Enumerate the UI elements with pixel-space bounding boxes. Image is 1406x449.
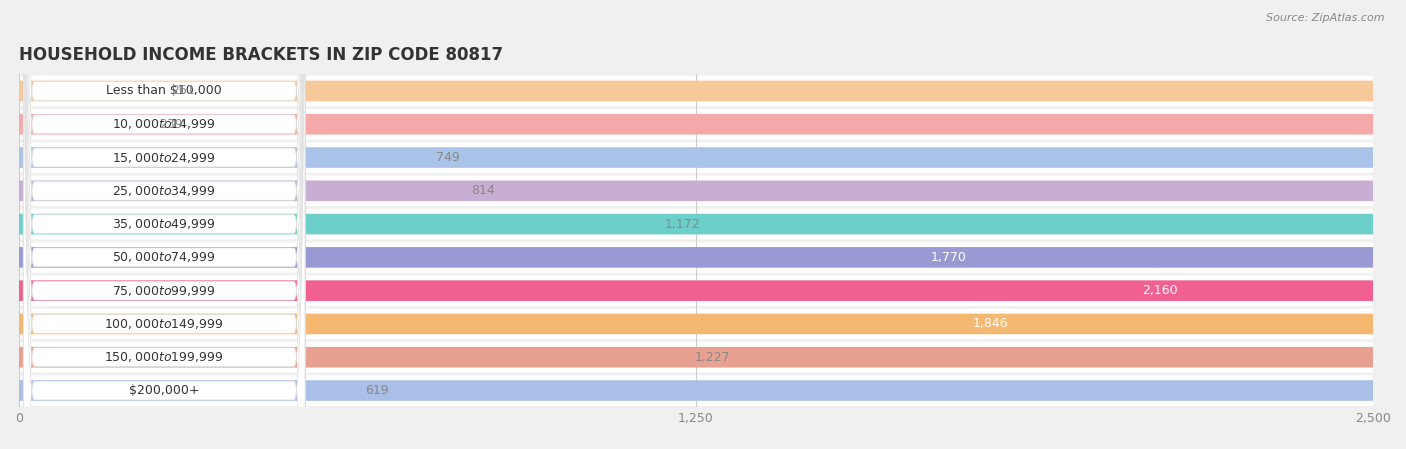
FancyBboxPatch shape bbox=[20, 247, 1374, 268]
FancyBboxPatch shape bbox=[24, 0, 305, 449]
FancyBboxPatch shape bbox=[20, 342, 1374, 373]
FancyBboxPatch shape bbox=[24, 0, 305, 449]
Text: 2,160: 2,160 bbox=[1143, 284, 1178, 297]
Text: $15,000 to $24,999: $15,000 to $24,999 bbox=[112, 150, 217, 164]
Text: 1,846: 1,846 bbox=[973, 317, 1008, 330]
Text: $10,000 to $14,999: $10,000 to $14,999 bbox=[112, 117, 217, 131]
FancyBboxPatch shape bbox=[24, 0, 305, 449]
Text: 261: 261 bbox=[172, 84, 195, 97]
FancyBboxPatch shape bbox=[20, 242, 1374, 273]
Text: HOUSEHOLD INCOME BRACKETS IN ZIP CODE 80817: HOUSEHOLD INCOME BRACKETS IN ZIP CODE 80… bbox=[20, 46, 503, 64]
Text: $35,000 to $49,999: $35,000 to $49,999 bbox=[112, 217, 217, 231]
FancyBboxPatch shape bbox=[20, 180, 1374, 201]
FancyBboxPatch shape bbox=[20, 176, 1374, 206]
Text: $100,000 to $149,999: $100,000 to $149,999 bbox=[104, 317, 224, 331]
FancyBboxPatch shape bbox=[20, 275, 1374, 306]
FancyBboxPatch shape bbox=[24, 0, 305, 449]
FancyBboxPatch shape bbox=[20, 142, 1374, 173]
Text: 1,172: 1,172 bbox=[665, 218, 700, 231]
FancyBboxPatch shape bbox=[20, 308, 1374, 339]
FancyBboxPatch shape bbox=[20, 109, 1374, 140]
Text: Source: ZipAtlas.com: Source: ZipAtlas.com bbox=[1267, 13, 1385, 23]
FancyBboxPatch shape bbox=[20, 147, 1374, 168]
Text: Less than $10,000: Less than $10,000 bbox=[107, 84, 222, 97]
Text: $75,000 to $99,999: $75,000 to $99,999 bbox=[112, 284, 217, 298]
FancyBboxPatch shape bbox=[20, 375, 1374, 406]
Text: $50,000 to $74,999: $50,000 to $74,999 bbox=[112, 251, 217, 264]
Text: 749: 749 bbox=[436, 151, 460, 164]
Text: 1,227: 1,227 bbox=[695, 351, 730, 364]
FancyBboxPatch shape bbox=[24, 0, 305, 449]
FancyBboxPatch shape bbox=[24, 0, 305, 449]
FancyBboxPatch shape bbox=[20, 114, 1374, 135]
Text: 1,770: 1,770 bbox=[931, 251, 967, 264]
FancyBboxPatch shape bbox=[20, 214, 1374, 234]
FancyBboxPatch shape bbox=[20, 380, 1374, 401]
Text: 619: 619 bbox=[366, 384, 388, 397]
FancyBboxPatch shape bbox=[20, 347, 1374, 368]
Text: 814: 814 bbox=[471, 184, 495, 197]
FancyBboxPatch shape bbox=[20, 314, 1374, 334]
FancyBboxPatch shape bbox=[24, 0, 305, 449]
Text: $150,000 to $199,999: $150,000 to $199,999 bbox=[104, 350, 224, 364]
FancyBboxPatch shape bbox=[20, 81, 1374, 101]
FancyBboxPatch shape bbox=[20, 280, 1374, 301]
Text: 239: 239 bbox=[159, 118, 183, 131]
FancyBboxPatch shape bbox=[24, 0, 305, 449]
FancyBboxPatch shape bbox=[24, 0, 305, 449]
Text: $200,000+: $200,000+ bbox=[129, 384, 200, 397]
FancyBboxPatch shape bbox=[20, 209, 1374, 239]
Text: $25,000 to $34,999: $25,000 to $34,999 bbox=[112, 184, 217, 198]
FancyBboxPatch shape bbox=[24, 0, 305, 449]
FancyBboxPatch shape bbox=[20, 75, 1374, 106]
